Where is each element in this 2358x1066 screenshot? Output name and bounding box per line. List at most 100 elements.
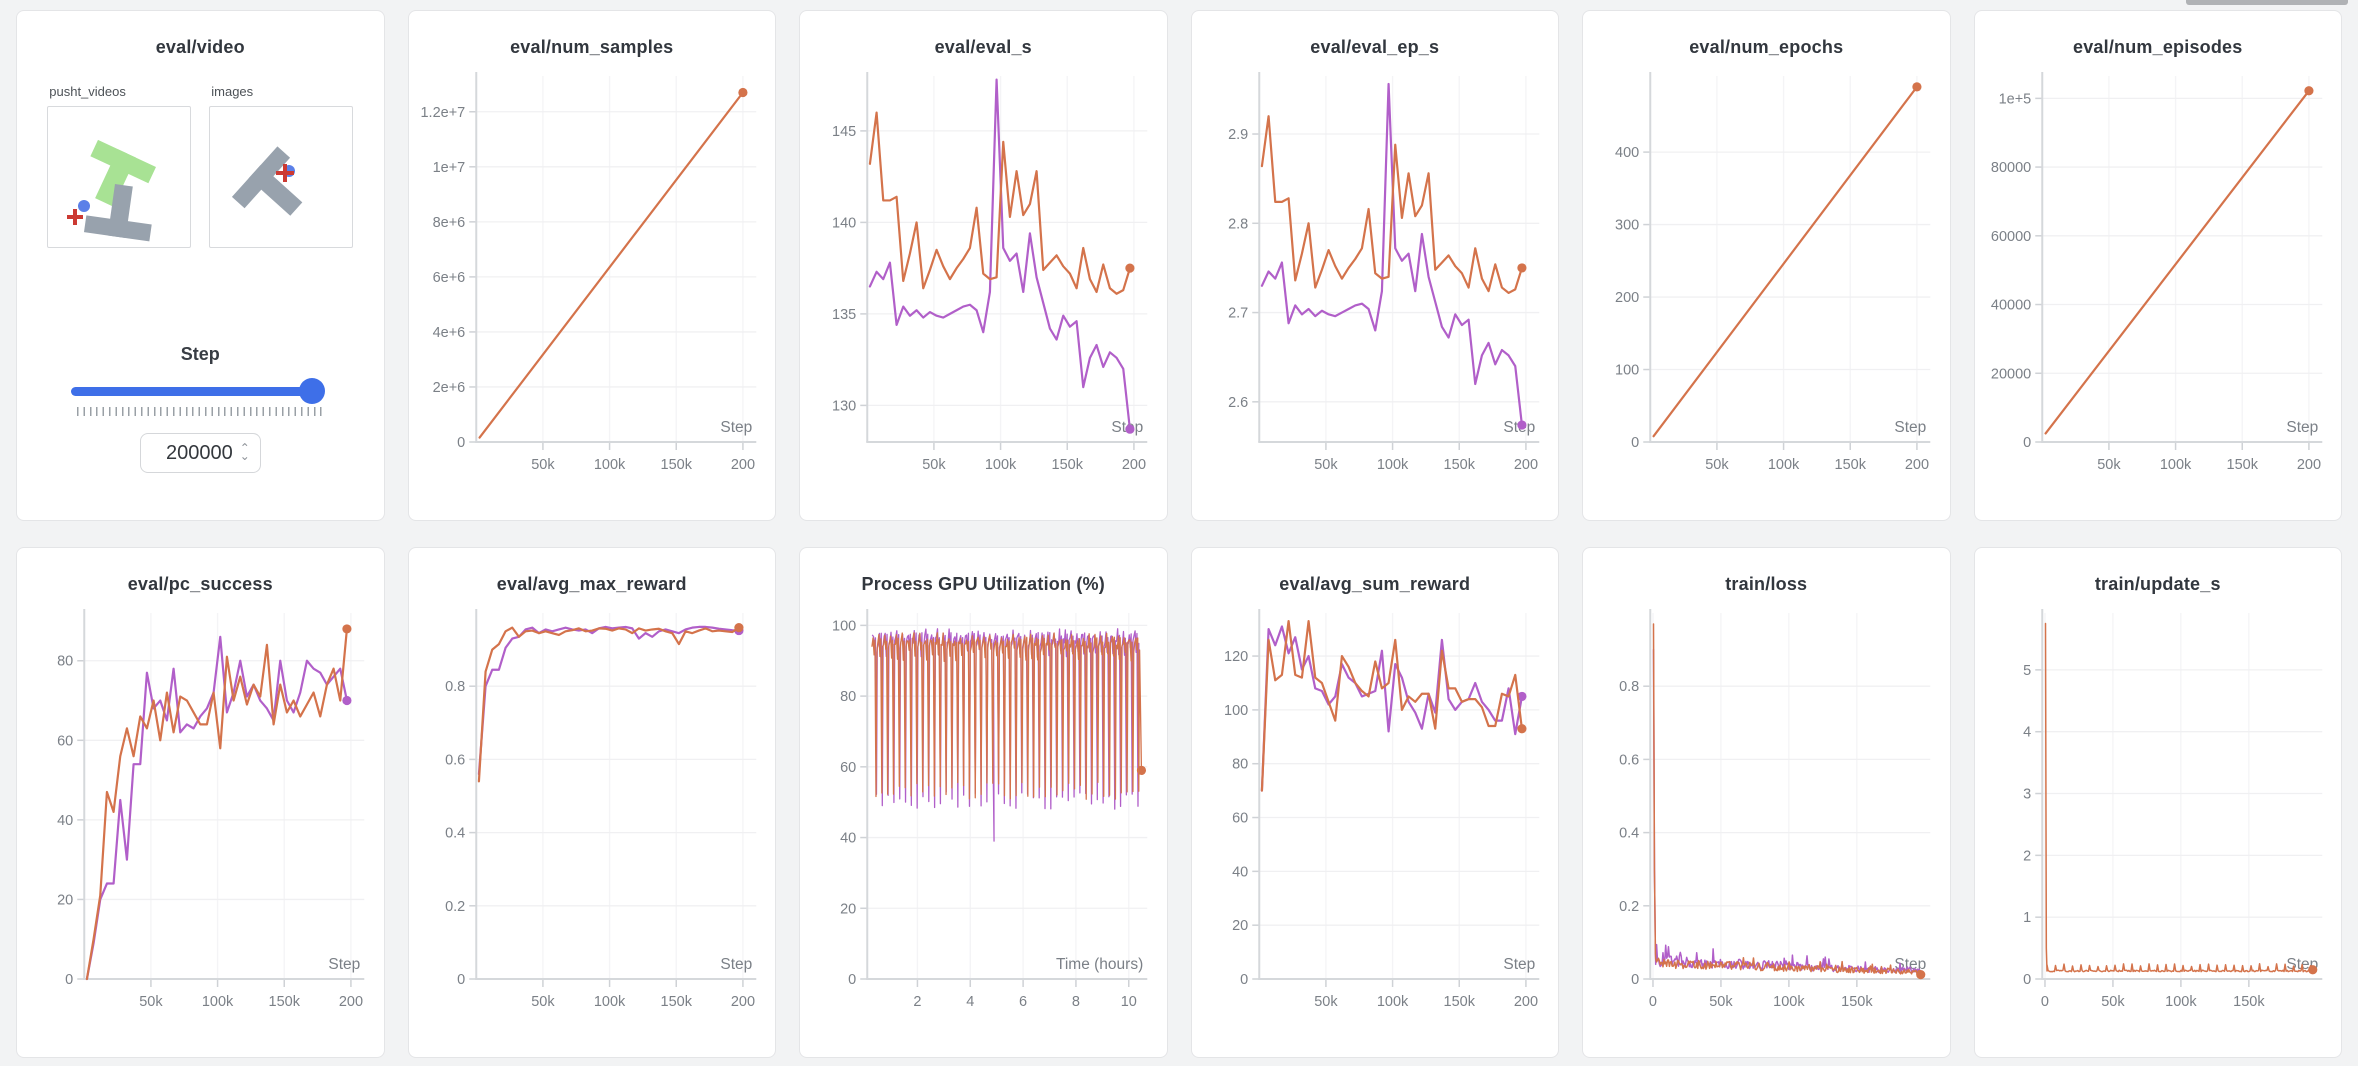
series-purple xyxy=(1652,648,1921,974)
y-tick-label: 20 xyxy=(1232,918,1248,934)
step-control: Step ⌃⌄ xyxy=(17,344,384,473)
y-tick-label: 40 xyxy=(840,831,856,847)
y-tick-label: 0 xyxy=(1240,972,1248,988)
y-tick-label: 6e+6 xyxy=(432,270,465,286)
x-tick-label: 50k xyxy=(1705,457,1729,473)
y-tick-label: 120 xyxy=(1224,649,1248,665)
x-tick-label: 10 xyxy=(1121,994,1137,1010)
target-cross-icon xyxy=(276,164,295,182)
y-tick-label: 2.8 xyxy=(1228,216,1248,232)
y-tick-label: 40000 xyxy=(1990,298,2030,314)
x-axis-label: Step xyxy=(2286,419,2318,436)
x-tick-label: 200 xyxy=(1513,994,1537,1010)
step-slider-thumb[interactable] xyxy=(299,378,326,404)
y-tick-label: 0 xyxy=(1631,435,1639,451)
x-tick-label: 100k xyxy=(202,994,234,1010)
chart-title: eval/avg_sum_reward xyxy=(1279,574,1471,594)
series-purple xyxy=(477,625,740,776)
line-chart[interactable]: 0 100 200 300 400 50k 100k 150k 200 Step xyxy=(1583,62,1950,502)
y-tick-label: 8e+6 xyxy=(432,215,465,231)
y-tick-label: 0.4 xyxy=(1619,826,1639,842)
x-tick-label: 150k xyxy=(2233,994,2265,1010)
line-chart[interactable]: 0 20 40 60 80 50k 100k 150k 200 Step xyxy=(17,599,384,1039)
series-end-dot xyxy=(2307,965,2317,975)
y-tick-label: 20 xyxy=(57,892,73,908)
series-end-dot xyxy=(1516,691,1527,702)
x-tick-label: 150k xyxy=(2226,457,2258,473)
x-tick-label: 50k xyxy=(1314,457,1338,473)
scrollbar-fragment[interactable] xyxy=(2186,0,2348,5)
step-input-box[interactable]: ⌃⌄ xyxy=(139,433,261,473)
images-frame[interactable] xyxy=(209,106,354,248)
series-end-dot xyxy=(1136,765,1147,775)
y-tick-label: 80 xyxy=(57,654,73,670)
series-orange xyxy=(868,111,1132,295)
y-tick-label: 0 xyxy=(2023,435,2031,451)
x-tick-label: 200 xyxy=(730,457,754,473)
media-thumb-label: images xyxy=(211,84,254,99)
x-tick-label: 50k xyxy=(139,994,163,1010)
series-end-dot xyxy=(733,623,744,633)
line-chart[interactable]: 0 2e+6 4e+6 6e+6 8e+6 1e+7 1.2e+7 50k 100k 150k 20… xyxy=(409,62,776,502)
line-chart[interactable]: 0 20 40 60 80 100 2 4 6 8 10 Time (hours) xyxy=(800,599,1167,1039)
step-slider-track[interactable] xyxy=(71,387,320,396)
x-tick-label: 0 xyxy=(2040,994,2048,1010)
chart-panel-num-episodes: eval/num_episodes 0 20000 40000 60000 80000 1… xyxy=(1973,10,2342,521)
y-tick-label: 40 xyxy=(57,813,73,829)
line-chart[interactable]: 2.62.72.82.950k100k150k200Step xyxy=(1192,62,1559,502)
green-t-shape xyxy=(90,139,157,207)
y-tick-label: 1.2e+7 xyxy=(420,105,465,121)
chart-panel-eval-s: eval/eval_s 13013514014550k100k150k200St… xyxy=(799,10,1168,521)
x-tick-label: 8 xyxy=(1072,994,1080,1010)
series-end-dot xyxy=(737,87,748,98)
pusht-video-frame[interactable] xyxy=(47,106,192,248)
series-orange xyxy=(477,626,740,783)
y-tick-label: 4 xyxy=(2023,725,2031,741)
stepper-down-icon[interactable]: ⌄ xyxy=(239,449,250,463)
panel-eval-video: eval/video pusht_videos xyxy=(16,10,385,521)
x-tick-label: 100k xyxy=(593,994,625,1010)
target-cross-icon xyxy=(67,209,84,225)
x-axis-label: Step xyxy=(720,419,752,436)
y-tick-label: 2.7 xyxy=(1228,306,1248,322)
x-tick-label: 2 xyxy=(913,994,921,1010)
series-end-dot xyxy=(1916,970,1926,980)
series-orange xyxy=(2044,622,2313,973)
stepper-arrows: ⌃ ⌄ xyxy=(239,441,250,463)
line-chart[interactable]: 13013514014550k100k150k200Step xyxy=(800,62,1167,502)
chart-panel-pc-success: eval/pc_success 0 20 40 60 80 50k 100k 150k 200 S… xyxy=(16,547,385,1058)
step-slider[interactable] xyxy=(71,378,329,404)
step-slider-label: Step xyxy=(180,344,220,364)
y-tick-label: 80 xyxy=(840,689,856,705)
line-chart[interactable]: 0 20 40 60 80 100 120 50k 100k 150k 200 Step xyxy=(1192,599,1559,1039)
agent-dot xyxy=(78,200,91,212)
x-tick-label: 100k xyxy=(1376,457,1408,473)
series-end-dot xyxy=(342,695,352,706)
media-thumb-pusht-videos[interactable]: pusht_videos xyxy=(47,84,192,248)
stepper-up-icon[interactable]: ⌃ xyxy=(239,441,250,455)
chart-panel-avg-sum-reward: eval/avg_sum_reward 0 20 40 60 80 100 120 50k 10… xyxy=(1190,547,1559,1058)
step-input[interactable] xyxy=(148,440,235,466)
x-tick-label: 150k xyxy=(269,994,301,1010)
x-tick-label: 50k xyxy=(2101,994,2125,1010)
x-tick-label: 200 xyxy=(730,994,754,1010)
y-tick-label: 300 xyxy=(1615,218,1639,234)
line-chart[interactable]: 0 20000 40000 60000 80000 1e+5 50k 100k 150k 200 S… xyxy=(1975,62,2342,502)
y-tick-label: 20 xyxy=(840,901,856,917)
x-tick-label: 100k xyxy=(1773,994,1805,1010)
chart-panel-avg-max-reward: eval/avg_max_reward 0 0.2 0.4 0.6 0.8 50k 100k… xyxy=(407,547,776,1058)
y-tick-label: 1e+7 xyxy=(432,160,465,176)
media-thumb-images[interactable]: images xyxy=(209,84,354,248)
x-tick-label: 6 xyxy=(1019,994,1027,1010)
x-tick-label: 50k xyxy=(1709,994,1733,1010)
x-tick-label: 50k xyxy=(531,994,555,1010)
series-end-dot xyxy=(1125,424,1135,434)
y-tick-label: 0 xyxy=(2023,972,2031,988)
x-axis-label: Step xyxy=(1503,956,1535,973)
chart-title: train/loss xyxy=(1725,574,1808,594)
series-end-dot xyxy=(1516,420,1527,430)
series-orange xyxy=(2043,89,2310,435)
line-chart[interactable]: 0 0.2 0.4 0.6 0.8 50k 100k 150k 200 Step xyxy=(409,599,776,1039)
